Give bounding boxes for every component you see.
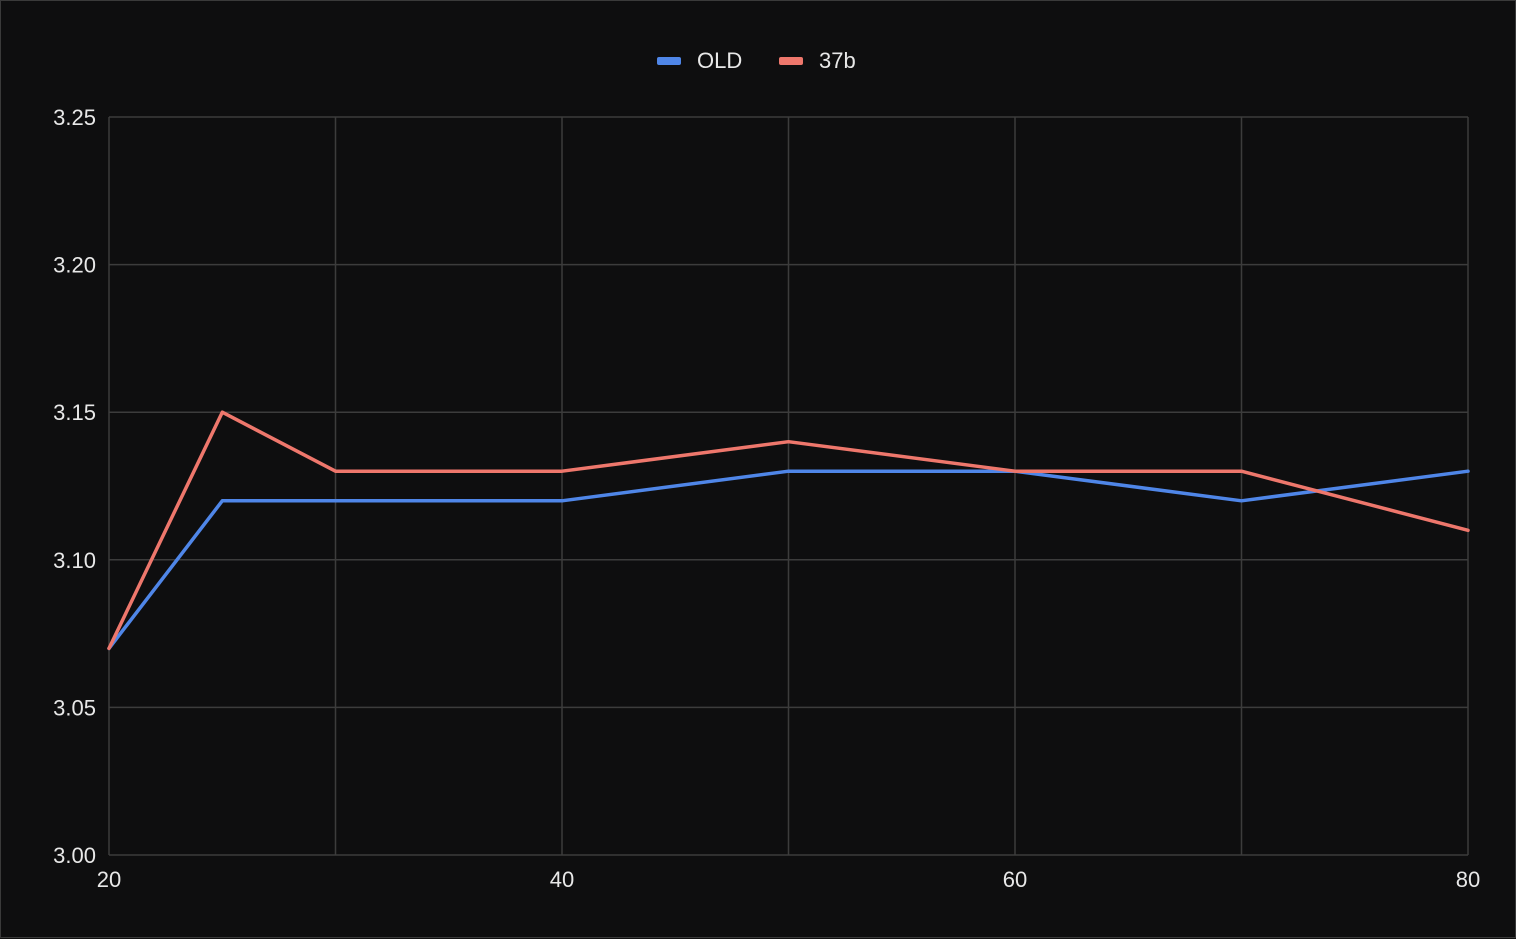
y-tick-label: 3.05 (53, 695, 96, 720)
y-tick-label: 3.25 (53, 105, 96, 130)
legend-swatch-old (657, 57, 681, 65)
x-tick-label: 40 (550, 867, 574, 892)
y-tick-label: 3.15 (53, 400, 96, 425)
series-lines (107, 410, 1470, 651)
y-tick-label: 3.10 (53, 548, 96, 573)
y-tick-label: 3.00 (53, 843, 96, 868)
grid-lines (108, 116, 1469, 856)
x-tick-label: 20 (97, 867, 121, 892)
legend: OLD 37b (657, 48, 856, 73)
x-tick-label: 60 (1003, 867, 1027, 892)
series-line-old (107, 469, 1470, 651)
legend-swatch-37b (779, 57, 803, 65)
legend-label-37b: 37b (819, 48, 856, 73)
series-line-37b (107, 410, 1470, 651)
axis-tick-labels: 3.00 3.05 3.10 3.15 3.20 3.25 20 40 60 80 (53, 105, 1480, 892)
y-tick-label: 3.20 (53, 253, 96, 278)
x-tick-label: 80 (1456, 867, 1480, 892)
legend-label-old: OLD (697, 48, 742, 73)
